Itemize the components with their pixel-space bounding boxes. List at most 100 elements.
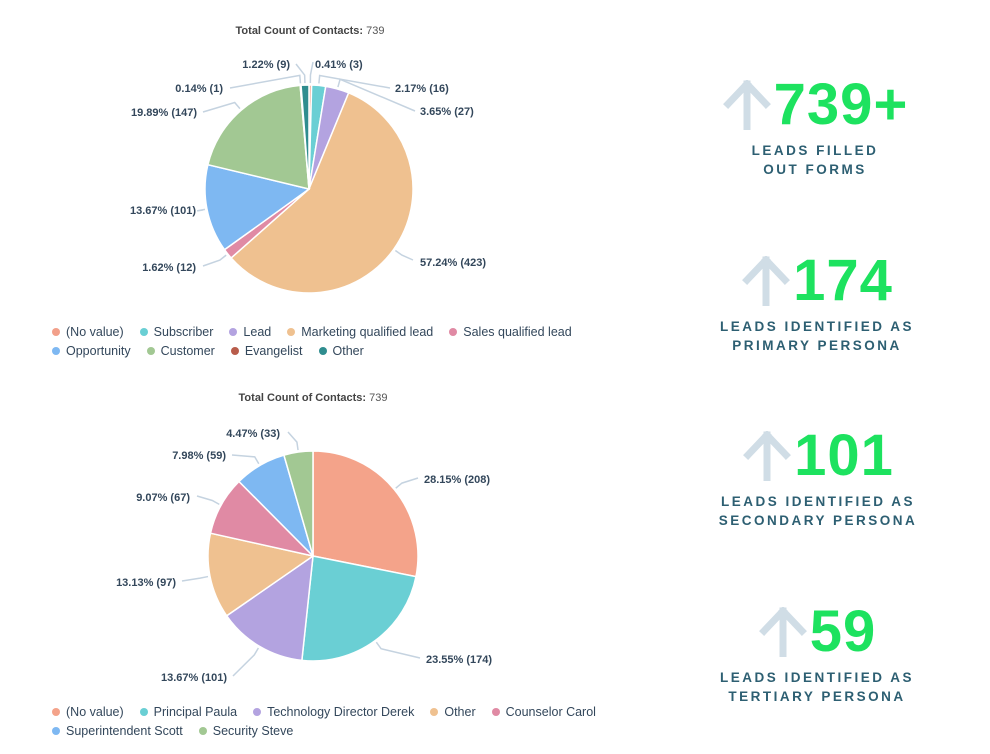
leader-line xyxy=(318,74,391,89)
chart1-legend: (No value) Subscriber Lead Marketing qualif… xyxy=(52,323,652,361)
leader-line xyxy=(232,647,260,677)
arrow-up-icon xyxy=(743,431,792,481)
data-label: 57.24% (423) xyxy=(420,257,486,269)
legend-label: Security Steve xyxy=(212,724,294,738)
stat-caption-line1: LEADS IDENTIFIED AS xyxy=(719,670,914,685)
arrow-up-icon xyxy=(758,607,807,657)
legend-item[interactable]: (No value) xyxy=(52,703,124,722)
data-label: 19.89% (147) xyxy=(131,107,197,119)
legend-label: Sales qualified lead xyxy=(463,325,572,339)
leader-line xyxy=(181,575,209,582)
chart2-title-label: Total Count of Contacts: xyxy=(238,392,367,404)
stat-caption-line1: LEADS FILLED xyxy=(751,143,879,158)
data-label: 3.65% (27) xyxy=(420,106,474,118)
data-label: 2.17% (16) xyxy=(395,83,449,95)
stat-caption-line2: TERTIARY PERSONA xyxy=(728,689,906,704)
leader-line xyxy=(295,63,306,84)
legend-dot-icon xyxy=(229,327,238,336)
pie-slice-security-steve[interactable] xyxy=(282,450,314,557)
data-label: 9.07% (67) xyxy=(136,492,190,504)
legend-dot-icon xyxy=(491,707,500,716)
legend-dot-icon xyxy=(318,346,327,355)
legend-dot-icon xyxy=(139,327,148,336)
leader-line xyxy=(231,454,260,465)
pie-slice-marketing-qualified-lead[interactable] xyxy=(230,91,414,294)
legend-dot-icon xyxy=(253,707,262,716)
leader-line xyxy=(196,208,206,212)
legend-item[interactable]: Security Steve xyxy=(198,722,294,741)
legend-item[interactable]: Opportunity xyxy=(52,342,131,361)
legend-item[interactable]: Superintendent Scott xyxy=(52,722,183,741)
pie-slice-other[interactable] xyxy=(300,84,310,190)
legend-item[interactable]: Marketing qualified lead xyxy=(287,323,433,342)
leader-line xyxy=(394,249,414,261)
stat-primary-persona: 174 LEADS IDENTIFIED AS PRIMARY PERSONA xyxy=(687,251,947,355)
legend-label: Other xyxy=(332,344,364,358)
legend-item[interactable]: Other xyxy=(430,703,476,722)
legend-item[interactable]: Counselor Carol xyxy=(491,703,596,722)
leader-line xyxy=(202,254,227,267)
stat-caption-line1: LEADS IDENTIFIED AS xyxy=(719,319,914,334)
stat-leads-filled-forms: 739+ LEADS FILLED OUT FORMS xyxy=(685,75,945,179)
data-label: 13.67% (101) xyxy=(130,205,196,217)
legend-label: Technology Director Derek xyxy=(267,705,415,719)
legend-item[interactable]: Subscriber xyxy=(139,323,213,342)
legend-dot-icon xyxy=(449,327,458,336)
legend-dot-icon xyxy=(198,726,207,735)
leader-line xyxy=(309,61,314,84)
legend-dot-icon xyxy=(139,707,148,716)
legend-label: Superintendent Scott xyxy=(66,724,183,738)
legend-dot-icon xyxy=(230,346,239,355)
leader-line xyxy=(287,431,299,451)
data-label: 4.47% (33) xyxy=(226,428,280,440)
legend-item[interactable]: Customer xyxy=(146,342,215,361)
pie-slice-technology-director-derek[interactable] xyxy=(225,554,314,662)
stat-caption-line2: SECONDARY PERSONA xyxy=(718,513,918,528)
legend-label: Other xyxy=(444,705,476,719)
legend-item[interactable]: Evangelist xyxy=(230,342,303,361)
stat-number: 59 xyxy=(809,599,877,664)
legend-item[interactable]: Other xyxy=(318,342,364,361)
pie-chart-persona: 28.15% (208) 23.55% (174) 13.67% (101) 13.1… xyxy=(116,428,492,684)
leader-line xyxy=(229,74,302,89)
data-label: 1.22% (9) xyxy=(242,59,290,71)
legend-label: Lead xyxy=(243,325,272,339)
legend-dot-icon xyxy=(287,327,296,336)
data-label: 0.41% (3) xyxy=(315,59,363,71)
legend-item[interactable]: Principal Paula xyxy=(139,703,237,722)
legend-label: Evangelist xyxy=(244,344,303,358)
data-label: 7.98% (59) xyxy=(172,450,226,462)
legend-dot-icon xyxy=(146,346,155,355)
legend-item[interactable]: Technology Director Derek xyxy=(253,703,414,722)
legend-dot-icon xyxy=(430,707,439,716)
pie-slice-opportunity[interactable] xyxy=(204,163,311,251)
stat-caption-line1: LEADS IDENTIFIED AS xyxy=(720,494,915,509)
legend-dot-icon xyxy=(52,707,60,716)
legend-label: Marketing qualified lead xyxy=(301,325,434,339)
legend-item[interactable]: Sales qualified lead xyxy=(449,323,572,342)
legend-dot-icon xyxy=(52,346,60,355)
legend-item[interactable]: Lead xyxy=(229,323,271,342)
data-label: 28.15% (208) xyxy=(424,474,490,486)
chart2-title-value: 739 xyxy=(369,392,388,404)
data-label: 13.13% (97) xyxy=(116,577,176,589)
legend-label: Counselor Carol xyxy=(505,705,596,719)
legend-item[interactable]: (No value) xyxy=(52,323,124,342)
stat-number: 739+ xyxy=(773,72,909,137)
arrow-up-icon xyxy=(722,80,771,130)
pie-slice-no-value[interactable] xyxy=(312,450,419,578)
leader-line xyxy=(395,477,419,489)
pie-slice-other[interactable] xyxy=(207,532,315,617)
stat-caption-line2: PRIMARY PERSONA xyxy=(732,338,902,353)
legend-dot-icon xyxy=(52,327,60,336)
stat-number: 174 xyxy=(793,248,893,313)
chart2-legend: (No value) Principal Paula Technology Dire… xyxy=(52,703,652,741)
pie-slice-customer[interactable] xyxy=(206,84,310,190)
stat-tertiary-persona: 59 LEADS IDENTIFIED AS TERTIARY PERSONA xyxy=(687,602,947,706)
chart1-title-label: Total Count of Contacts: xyxy=(235,25,364,37)
pie-slice-principal-paula[interactable] xyxy=(301,555,417,662)
chart1-title-value: 739 xyxy=(366,25,385,37)
leader-line xyxy=(337,78,416,112)
data-label: 13.67% (101) xyxy=(161,672,227,684)
leader-line xyxy=(375,641,421,659)
